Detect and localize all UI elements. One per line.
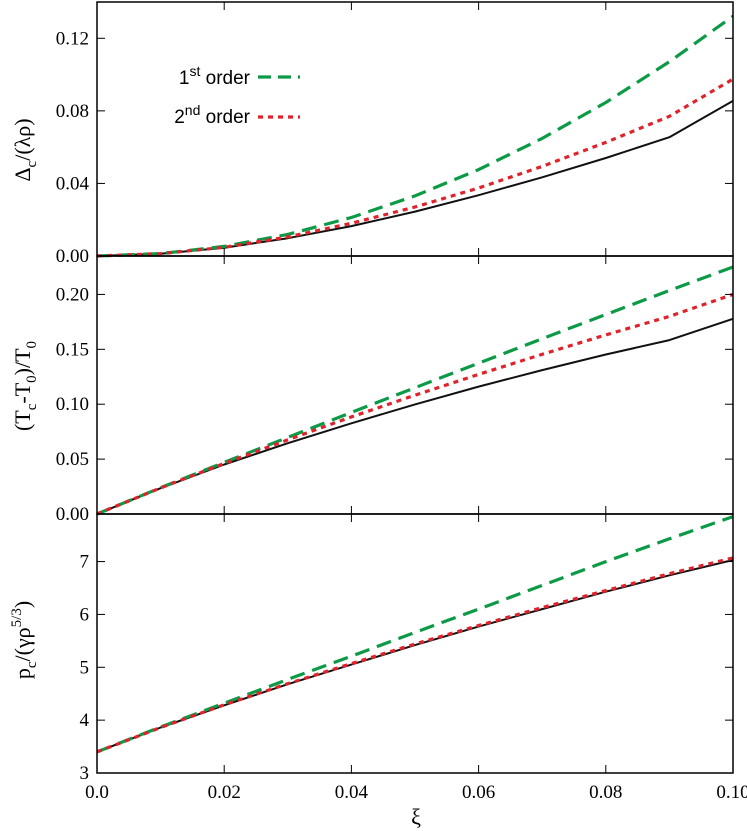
frame-pc — [96, 513, 734, 774]
svg-text:(Tc-T0)/T0: (Tc-T0)/T0 — [10, 341, 40, 431]
y-tick-label-tc: 0.10 — [56, 394, 89, 415]
y-tick-label-tc: 0.05 — [56, 449, 89, 470]
y-tick-label-delta: 0.08 — [56, 101, 89, 122]
svg-text:pc/(γρ5/3): pc/(γρ5/3) — [9, 601, 40, 679]
series-2nd-order-line-tc — [96, 292, 734, 516]
svg-text:Δc/(λρ): Δc/(λρ) — [10, 118, 40, 181]
y-tick-label-delta: 0.00 — [56, 246, 89, 267]
legend-label-first-order: 1st order — [179, 63, 251, 89]
series-1st-order-line-delta — [96, 14, 734, 258]
plot-area-tc: 0.00 0.05 0.10 0.15 0.20 — [56, 255, 734, 525]
y-tick-label-tc: 0.00 — [56, 504, 89, 525]
plot-area-pc: 3 4 5 6 7 — [80, 513, 734, 784]
y-tick-label-pc: 6 — [80, 604, 90, 625]
panel-delta: Δc/(λρ) — [10, 118, 40, 181]
legend-box — [130, 52, 320, 140]
panel-pc: pc/(γρ5/3) — [9, 601, 40, 679]
y-tick-label-delta: 0.04 — [56, 173, 90, 194]
panel-tc: (Tc-T0)/T0 — [10, 341, 40, 431]
y-tick-label-pc: 5 — [80, 657, 90, 678]
x-tick-label: 0.04 — [335, 782, 369, 803]
y-tick-label-pc: 7 — [80, 552, 90, 573]
legend-label-second-order: 2nd order — [174, 102, 250, 128]
x-axis-title: ξ — [411, 804, 421, 829]
y-axis-title-tc: (Tc-T0)/T0 — [10, 341, 40, 431]
y-tick-label-delta: 0.12 — [56, 28, 89, 49]
legend: 1st order 2nd order — [130, 52, 320, 140]
y-tick-label-pc: 4 — [80, 710, 90, 731]
x-tick-label: 0.08 — [589, 782, 622, 803]
series-1st-order-line-pc — [96, 515, 734, 754]
x-tick-label: 0.0 — [85, 782, 109, 803]
x-tick-label: 0.06 — [462, 782, 495, 803]
x-tick-label: 0.02 — [208, 782, 241, 803]
x-tick-label: 0.10 — [716, 782, 747, 803]
y-tick-label-pc: 3 — [80, 763, 90, 784]
y-tick-label-tc: 0.15 — [56, 339, 89, 360]
series-2nd-order-line-delta — [96, 77, 734, 258]
y-axis-title-pc: pc/(γρ5/3) — [9, 601, 40, 679]
series-2nd-order-line-pc — [96, 556, 734, 754]
y-tick-label-tc: 0.20 — [56, 284, 89, 305]
y-axis-title-delta: Δc/(λρ) — [10, 118, 40, 181]
